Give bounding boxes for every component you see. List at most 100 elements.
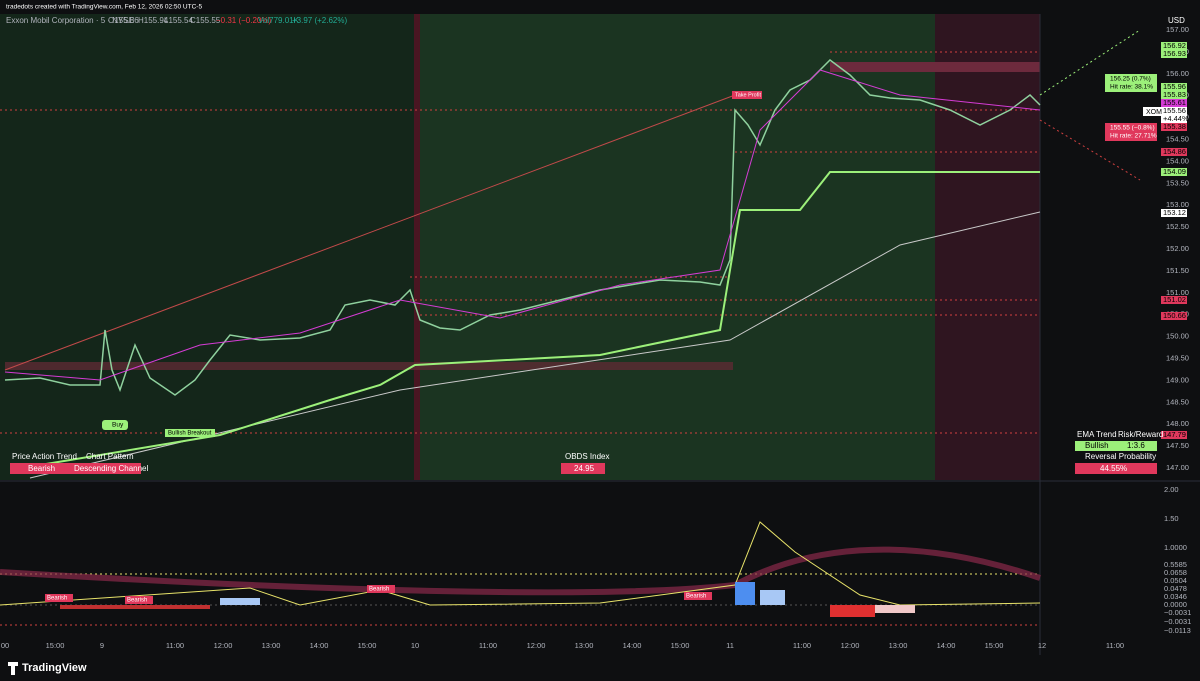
currency: USD <box>1168 16 1185 25</box>
supply-zone <box>830 62 1040 72</box>
time-label: 12 <box>1038 641 1046 650</box>
breakout-box <box>165 429 215 437</box>
bearish-label: Bearish <box>686 594 706 600</box>
osc-label: 2.00 <box>1164 485 1179 494</box>
symbol-tag-box <box>1143 107 1163 116</box>
footer <box>0 655 1200 681</box>
trend-line <box>4 94 736 371</box>
supertrend <box>39 171 1040 466</box>
price-tag-box <box>1161 83 1187 91</box>
target-up: 156.25 (0.7%) <box>1110 76 1151 83</box>
brand: TradingView <box>22 662 87 674</box>
osc-label: 0.0000 <box>1164 600 1187 609</box>
price-tag: 153.12 <box>1163 208 1186 217</box>
price-tag-box <box>1161 168 1187 176</box>
zone-red <box>935 14 1040 480</box>
time-label: 12:00 <box>841 641 860 650</box>
zone-divider <box>414 14 420 480</box>
price-label: 154.00 <box>1166 156 1189 165</box>
price-tag-box <box>1161 99 1187 107</box>
osc-label: −0.0031 <box>1164 617 1191 626</box>
price-tag-box <box>1161 312 1187 320</box>
price-tag-box <box>1161 209 1187 217</box>
price-label: 152.50 <box>1166 222 1189 231</box>
osc-label: −0.0031 <box>1164 608 1191 617</box>
supply-zone <box>5 362 733 370</box>
time-label: 12:00 <box>214 641 233 650</box>
osc-bar <box>830 605 875 617</box>
osc-axis: 2.001.501.00000.55850.06580.05040.04780.… <box>1164 485 1191 635</box>
price-tag: 154.09 <box>1163 167 1186 176</box>
price-tag: 155.83 <box>1163 90 1186 99</box>
time-label: 14:00 <box>623 641 642 650</box>
target-down-box <box>1105 123 1157 141</box>
time-label: 14:00 <box>937 641 956 650</box>
obds-title: OBDS Index <box>565 452 609 461</box>
bearish-label: Bearish <box>127 598 147 604</box>
time-label: 11:00 <box>479 641 497 650</box>
price-tag: 155.96 <box>1163 82 1186 91</box>
bearish-label: Bearish <box>369 587 389 593</box>
ema-value: Bullish <box>1085 441 1109 450</box>
obds-value: 24.95 <box>574 464 595 473</box>
info-left: Price Action Trend Chart Pattern Bearish… <box>10 452 148 474</box>
price-label: 156.00 <box>1166 69 1189 78</box>
price-label: 148.50 <box>1166 397 1189 406</box>
osc-bar <box>735 582 755 605</box>
symbol: Exxon Mobil Corporation · 5 · NYSE <box>6 16 134 25</box>
time-label: 00 <box>1 641 9 650</box>
osc-label: 1.0000 <box>1164 543 1187 552</box>
time-label: 15:00 <box>985 641 1004 650</box>
osc-bars <box>60 582 915 617</box>
price-label: 151.00 <box>1166 288 1189 297</box>
price-tag-box <box>1161 42 1187 50</box>
price-label: 154.50 <box>1166 134 1189 143</box>
info-box <box>10 463 141 474</box>
time-label: 9 <box>100 641 104 650</box>
time-label: 13:00 <box>889 641 908 650</box>
take-profit: Take Profit <box>735 92 761 98</box>
trend-title: Price Action Trend <box>12 452 77 461</box>
price-tag-box <box>1161 107 1187 115</box>
time-label: 11:00 <box>166 641 184 650</box>
price-tag: 150.66 <box>1163 311 1186 320</box>
osc-bar <box>875 605 915 613</box>
watermark: tradedots created with TradingView.com, … <box>6 4 202 11</box>
pattern-value: Descending Channel <box>74 464 148 473</box>
price-label: 151.50 <box>1166 266 1189 275</box>
price-tag-box <box>1161 50 1187 58</box>
rev-title: Reversal Probability <box>1085 452 1156 461</box>
buy-box <box>102 420 128 430</box>
price-label: 148.00 <box>1166 419 1189 428</box>
pattern-title: Chart Pattern <box>86 452 134 461</box>
target-down-rate: Hit rate: 27.71% <box>1110 133 1157 140</box>
price-tag-box <box>1161 431 1187 439</box>
time-label: 11:00 <box>1106 641 1124 650</box>
time-label: 14:00 <box>310 641 329 650</box>
price-tag: 151.02 <box>1163 295 1186 304</box>
label-box <box>45 594 73 602</box>
price-label: 149.00 <box>1166 375 1189 384</box>
osc-label: −0.0113 <box>1164 626 1191 635</box>
low: L155.54 <box>164 16 193 25</box>
rev-value: 44.55% <box>1100 464 1127 473</box>
osc-bar <box>760 590 785 605</box>
osc-label: 1.50 <box>1164 514 1179 523</box>
time-label: 11 <box>726 641 734 650</box>
symbol-tag: XOM <box>1146 109 1162 116</box>
label-box <box>732 91 762 99</box>
group <box>0 29 1141 626</box>
price-tag: 155.38 <box>1163 122 1186 131</box>
osc-bar <box>60 605 210 609</box>
change: −0.31 (−0.20%) <box>216 16 271 25</box>
label-box <box>125 596 153 604</box>
price-tag-box <box>1161 148 1187 156</box>
obds: OBDS Index 24.95 <box>561 452 609 474</box>
price-label: 150.00 <box>1166 332 1189 341</box>
price-tag: 155.61 <box>1163 98 1186 107</box>
price-label: 152.00 <box>1166 244 1189 253</box>
bearish-labels: Bearish Bearish Bearish Bearish <box>45 585 712 604</box>
trend-value: Bearish <box>28 464 55 473</box>
price-tag: 147.79 <box>1163 430 1186 439</box>
time-label: 15:00 <box>46 641 65 650</box>
